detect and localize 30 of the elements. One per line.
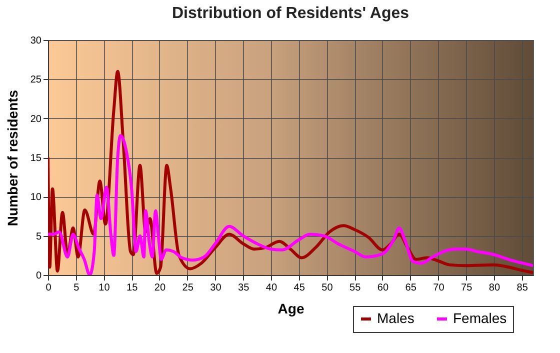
x-axis-title: Age (278, 300, 304, 316)
x-tick-label: 45 (294, 282, 306, 294)
y-axis-title: Number of residents (4, 90, 20, 226)
x-tick-label: 75 (461, 282, 473, 294)
legend-label: Males (377, 310, 414, 326)
y-tick-label: 0 (36, 270, 42, 282)
x-tick-label: 25 (182, 282, 194, 294)
y-tick-label: 10 (30, 192, 42, 204)
y-tick-label: 15 (30, 153, 42, 164)
y-tick-label: 30 (30, 36, 42, 46)
y-tick-label: 5 (36, 231, 42, 242)
x-tick-label: 5 (74, 282, 80, 294)
x-tick-label: 40 (266, 282, 278, 294)
y-tick-label: 20 (30, 114, 42, 125)
x-tick-label: 50 (322, 282, 334, 294)
x-tick-label: 65 (405, 282, 417, 294)
x-tick-label: 80 (488, 282, 500, 294)
chart-title: Distribution of Residents' Ages (172, 5, 410, 22)
x-tick-label: 60 (377, 282, 389, 294)
x-tick-label: 10 (98, 282, 110, 294)
x-tick-label: 30 (210, 282, 222, 294)
x-tick-label: 85 (516, 282, 528, 294)
x-tick-label: 35 (238, 282, 250, 294)
x-tick-label: 20 (154, 282, 166, 294)
legend-label: Females (453, 310, 507, 326)
y-tick-label: 25 (30, 74, 42, 86)
x-tick-label: 15 (126, 282, 138, 294)
x-tick-label: 70 (433, 282, 445, 294)
x-tick-label: 55 (350, 282, 362, 294)
x-tick-label: 0 (46, 282, 52, 294)
